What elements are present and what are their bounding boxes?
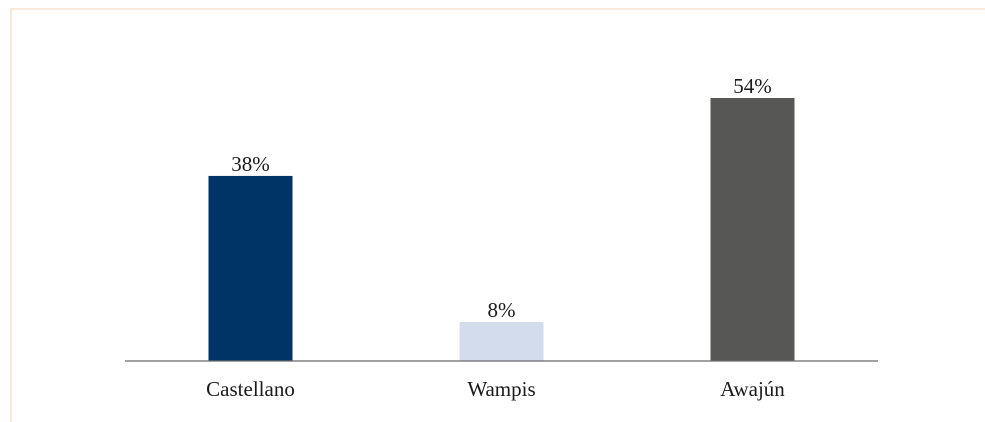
x-tick-label: Castellano (206, 377, 295, 401)
bar-value-label: 38% (231, 152, 270, 176)
x-tick-label: Wampis (467, 377, 535, 401)
bar-castellano (208, 175, 293, 361)
bar-awaj-n (710, 98, 795, 361)
bars-group (208, 98, 795, 361)
bar-value-label: 8% (488, 298, 516, 322)
tick-labels-group: Castellano Wampis Awajún (206, 377, 785, 401)
bar-wampis (459, 322, 544, 361)
chart-frame (10, 8, 985, 422)
bar-value-label: 54% (733, 74, 772, 98)
x-tick-label: Awajún (720, 377, 785, 401)
value-labels-group: 38% 8% 54% (231, 74, 772, 322)
